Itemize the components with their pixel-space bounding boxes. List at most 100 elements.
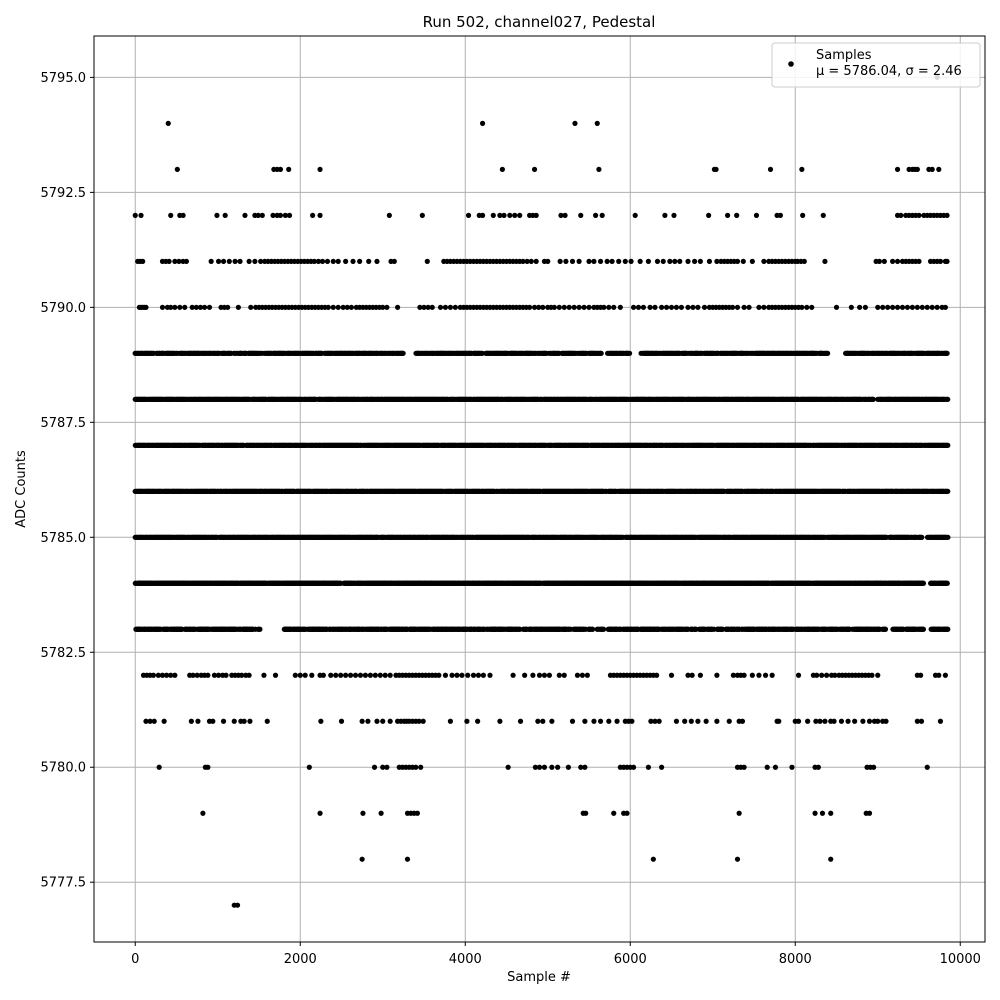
- data-point: [497, 718, 503, 724]
- data-point: [309, 672, 315, 678]
- data-point: [822, 718, 828, 724]
- data-point: [530, 672, 536, 678]
- data-point: [442, 672, 449, 678]
- data-point: [574, 672, 581, 678]
- data-point: [190, 672, 196, 678]
- data-point: [247, 718, 253, 724]
- data-point: [789, 764, 795, 770]
- data-point: [883, 718, 889, 724]
- data-point: [866, 718, 873, 724]
- data-point: [195, 718, 201, 724]
- data-point: [418, 764, 424, 770]
- data-point: [367, 672, 373, 678]
- data-point: [741, 672, 747, 678]
- data-point: [561, 672, 567, 678]
- data-point: [685, 672, 691, 678]
- data-point: [578, 764, 584, 770]
- data-point: [338, 672, 344, 678]
- data-point: [272, 672, 279, 678]
- data-point: [372, 672, 378, 678]
- data-point: [920, 626, 927, 632]
- data-point: [220, 718, 227, 724]
- data-point: [549, 764, 555, 770]
- data-point: [875, 718, 881, 724]
- data-point: [569, 718, 576, 724]
- data-point: [223, 672, 229, 678]
- data-point: [420, 718, 426, 724]
- data-point: [215, 672, 222, 678]
- data-point: [944, 580, 950, 586]
- data-point: [937, 718, 944, 724]
- data-point: [936, 672, 942, 678]
- data-point: [838, 718, 845, 724]
- data-point: [828, 810, 834, 816]
- data-point: [582, 764, 588, 770]
- data-point: [805, 718, 811, 724]
- data-point: [919, 534, 925, 540]
- data-point: [470, 672, 477, 678]
- chart-title: Run 502, channel027, Pedestal: [423, 13, 656, 31]
- data-point: [360, 810, 366, 816]
- data-point: [734, 856, 741, 862]
- data-point: [475, 718, 481, 724]
- data-point: [257, 626, 263, 632]
- data-point: [357, 672, 364, 678]
- data-point: [459, 672, 465, 678]
- data-point: [155, 672, 161, 678]
- data-point: [689, 672, 695, 678]
- data-point: [387, 672, 393, 678]
- data-point: [764, 764, 770, 770]
- data-point: [736, 810, 742, 816]
- data-point: [200, 810, 206, 816]
- data-point: [205, 764, 211, 770]
- data-point: [416, 718, 422, 724]
- data-point: [156, 764, 162, 770]
- data-point: [377, 672, 383, 678]
- data-point: [714, 718, 720, 724]
- data-point: [762, 672, 769, 678]
- data-point: [614, 718, 620, 724]
- data-point: [413, 764, 419, 770]
- data-point: [819, 672, 825, 678]
- data-point: [682, 718, 688, 724]
- data-point: [697, 672, 703, 678]
- data-point: [352, 672, 359, 678]
- data-point: [769, 672, 775, 678]
- data-point: [449, 672, 455, 678]
- data-point: [318, 718, 324, 724]
- data-point: [824, 672, 830, 678]
- data-point: [536, 672, 543, 678]
- data-point: [188, 718, 194, 724]
- data-point: [168, 672, 174, 678]
- data-point: [522, 672, 528, 678]
- data-point: [924, 764, 930, 770]
- data-point: [382, 672, 388, 678]
- data-point: [536, 764, 543, 770]
- data-point: [338, 718, 345, 724]
- data-point: [600, 626, 607, 632]
- data-point: [541, 764, 548, 770]
- data-point: [656, 718, 662, 724]
- data-point: [688, 718, 694, 724]
- data-point: [741, 764, 747, 770]
- data-point: [487, 672, 493, 678]
- data-point: [205, 672, 211, 678]
- data-point: [624, 810, 630, 816]
- data-point: [380, 718, 386, 724]
- data-point: [454, 672, 460, 678]
- data-point: [819, 810, 826, 816]
- data-point: [565, 764, 571, 770]
- data-point: [194, 672, 200, 678]
- data-point: [556, 672, 562, 678]
- data-point: [668, 672, 675, 678]
- data-point: [306, 764, 312, 770]
- data-point: [714, 672, 720, 678]
- data-point: [611, 810, 617, 816]
- data-point: [749, 672, 755, 678]
- data-point: [875, 672, 881, 678]
- data-point: [239, 672, 245, 678]
- data-point: [795, 672, 802, 678]
- data-point: [597, 718, 604, 724]
- data-point: [695, 718, 701, 724]
